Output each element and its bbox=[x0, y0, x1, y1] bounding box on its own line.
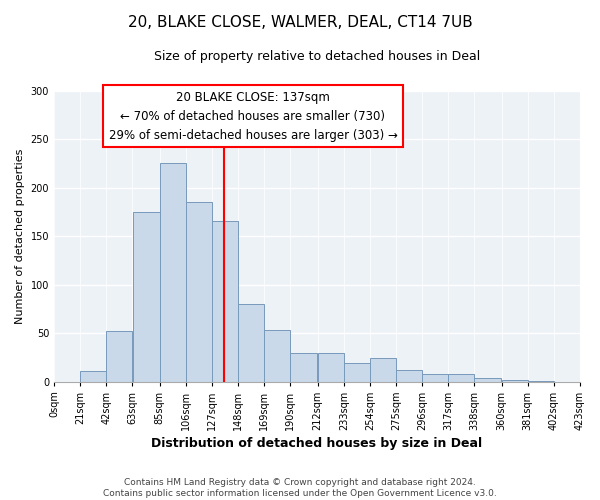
Title: Size of property relative to detached houses in Deal: Size of property relative to detached ho… bbox=[154, 50, 480, 63]
Bar bbox=[238, 304, 264, 382]
Text: 20, BLAKE CLOSE, WALMER, DEAL, CT14 7UB: 20, BLAKE CLOSE, WALMER, DEAL, CT14 7UB bbox=[128, 15, 472, 30]
Text: Contains HM Land Registry data © Crown copyright and database right 2024.
Contai: Contains HM Land Registry data © Crown c… bbox=[103, 478, 497, 498]
Text: 20 BLAKE CLOSE: 137sqm
← 70% of detached houses are smaller (730)
29% of semi-de: 20 BLAKE CLOSE: 137sqm ← 70% of detached… bbox=[109, 90, 397, 142]
Bar bbox=[396, 370, 422, 382]
Bar bbox=[80, 371, 106, 382]
Y-axis label: Number of detached properties: Number of detached properties bbox=[15, 148, 25, 324]
Bar bbox=[160, 164, 185, 382]
Bar bbox=[133, 212, 160, 382]
X-axis label: Distribution of detached houses by size in Deal: Distribution of detached houses by size … bbox=[151, 437, 482, 450]
Bar bbox=[475, 378, 502, 382]
Bar bbox=[370, 358, 396, 382]
Bar bbox=[290, 354, 317, 382]
Bar bbox=[448, 374, 474, 382]
Bar bbox=[422, 374, 448, 382]
Bar bbox=[502, 380, 527, 382]
Bar bbox=[265, 330, 290, 382]
Bar bbox=[344, 363, 370, 382]
Bar bbox=[212, 222, 238, 382]
Bar bbox=[106, 331, 132, 382]
Bar bbox=[186, 202, 212, 382]
Bar bbox=[318, 354, 344, 382]
Bar bbox=[528, 380, 554, 382]
